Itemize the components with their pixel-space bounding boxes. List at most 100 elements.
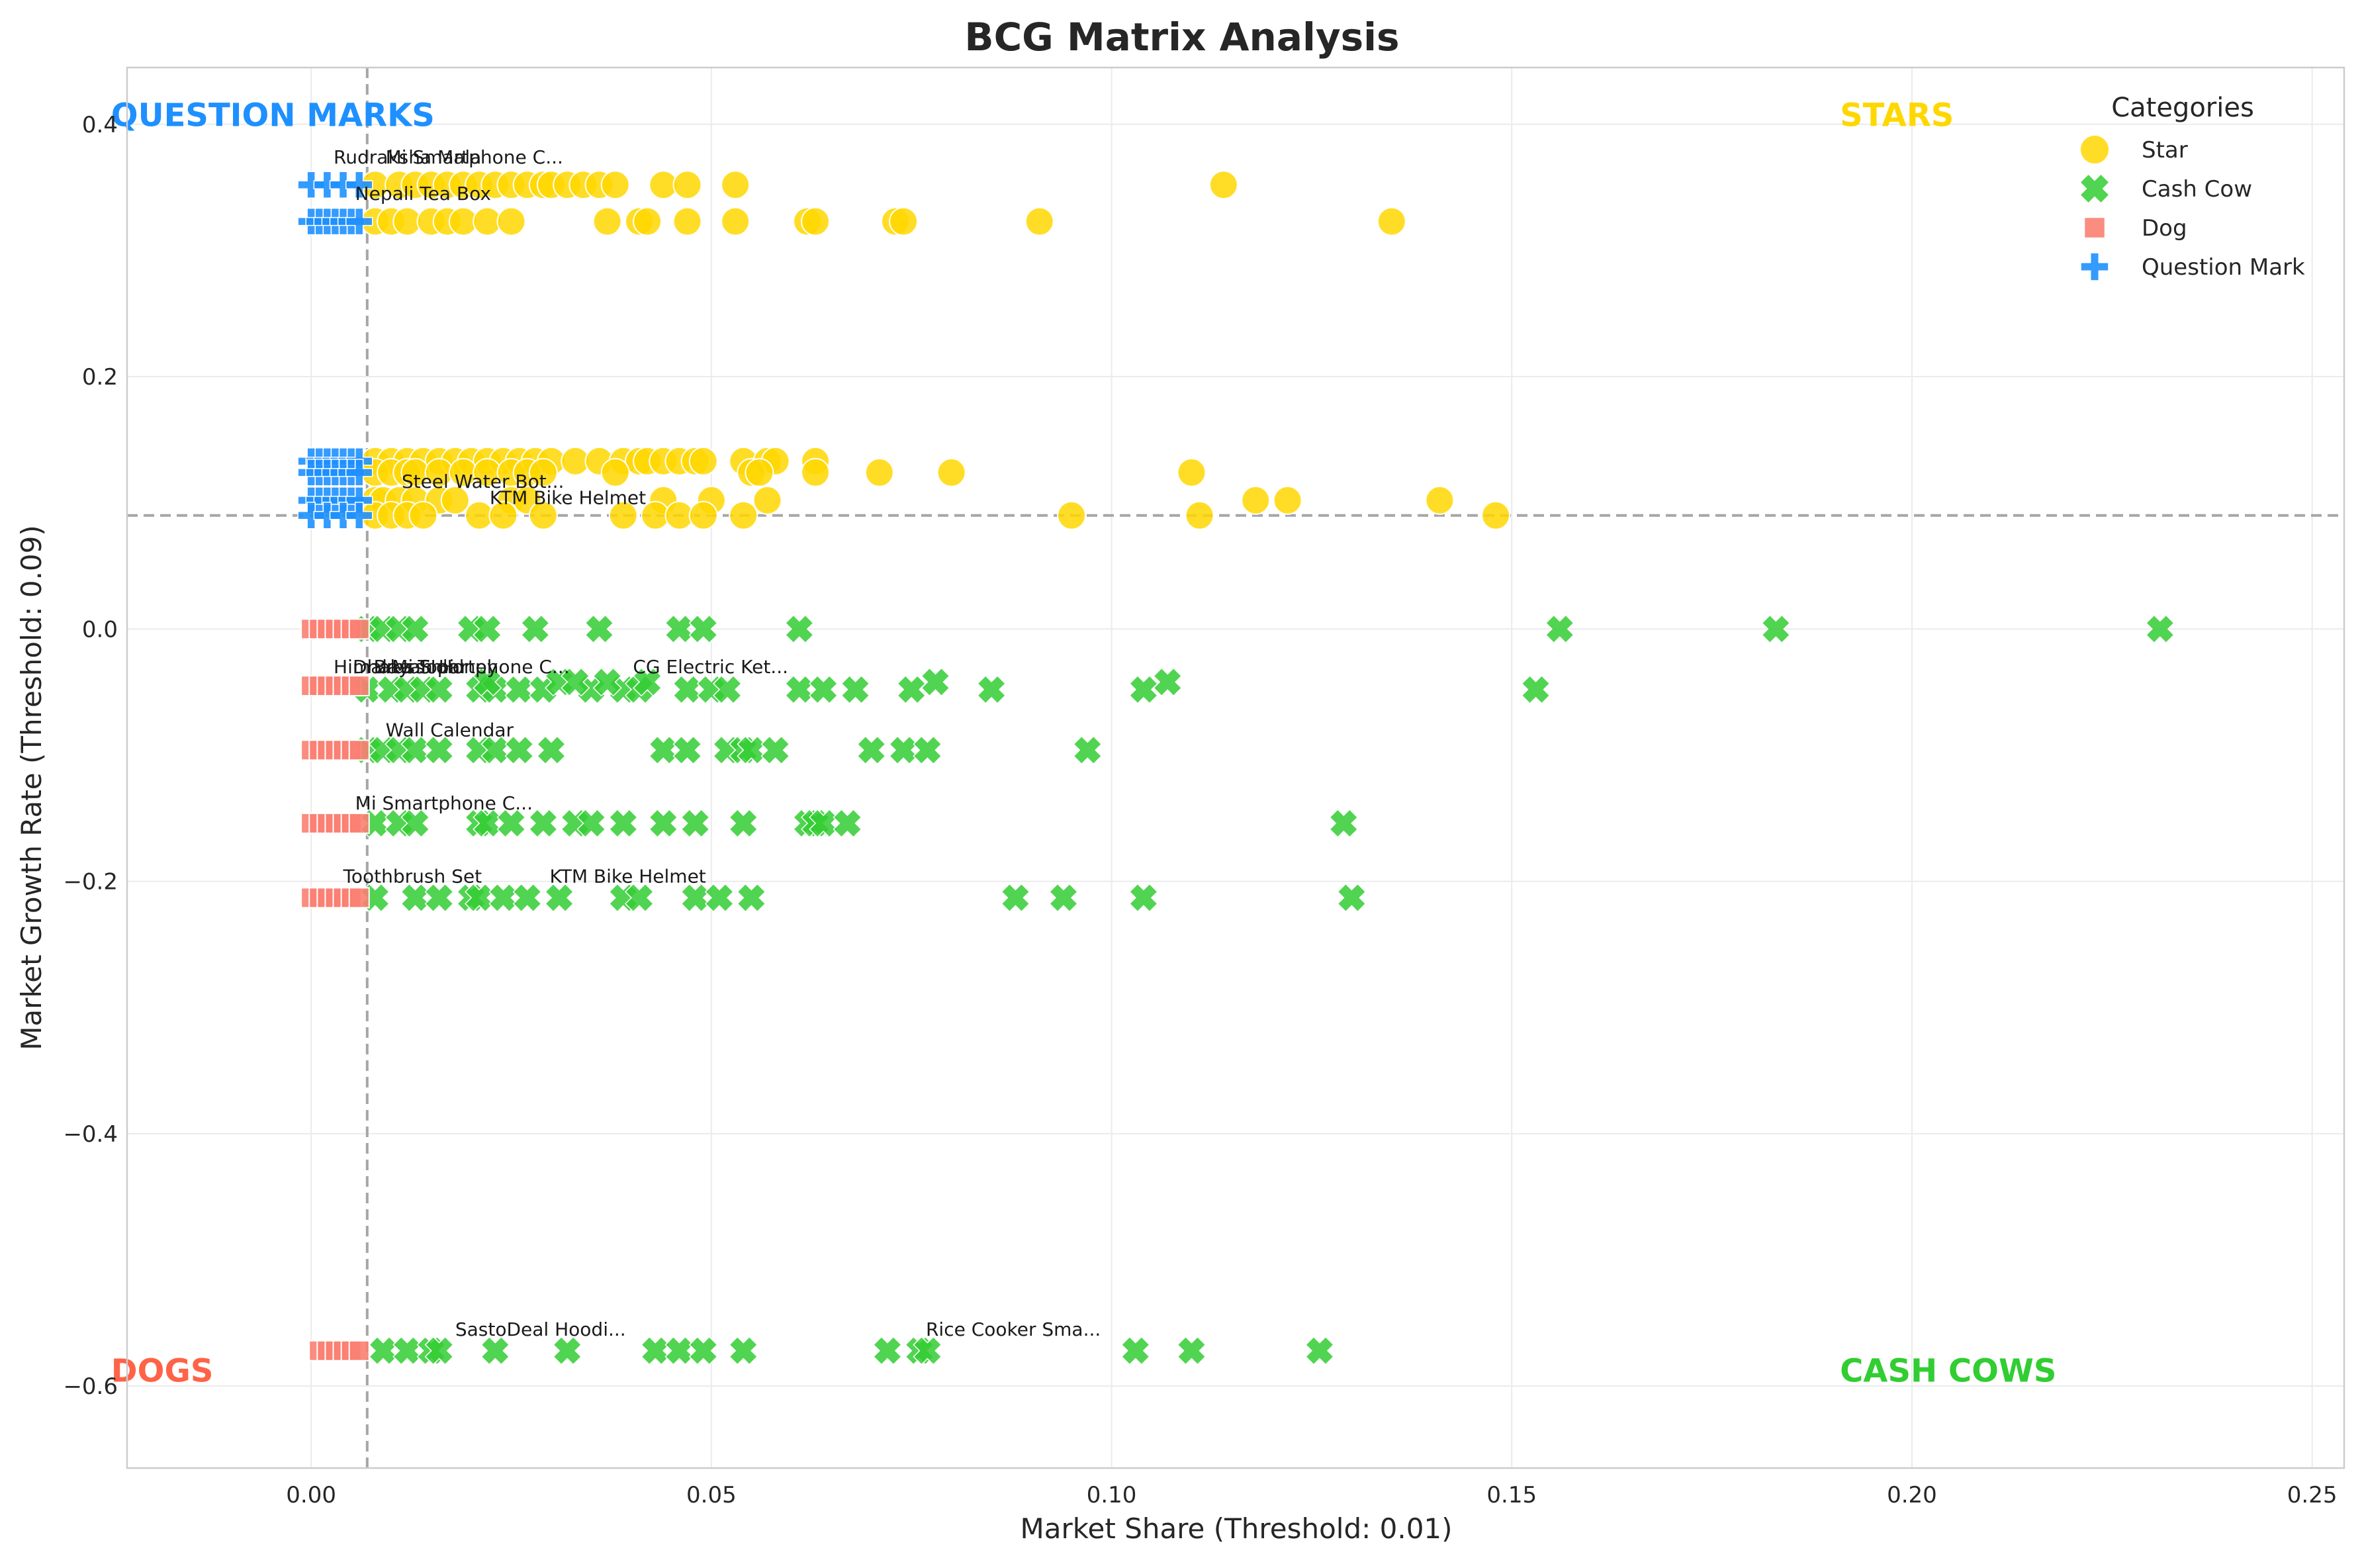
cash-cow-point: [504, 674, 534, 704]
star-point: [1377, 207, 1406, 236]
y-tick-label: 0.2: [82, 364, 118, 391]
star-point: [688, 446, 718, 476]
cash-cow-point: [833, 808, 862, 838]
data-points: [297, 170, 2175, 1365]
question-mark-point: [345, 501, 373, 530]
x-tick-label: 0.00: [286, 1482, 336, 1508]
legend-entry-label: Cash Cow: [2142, 176, 2252, 203]
x-tick-label: 0.10: [1087, 1482, 1137, 1508]
cash-cow-point: [488, 883, 518, 913]
cash-cow-point: [649, 808, 678, 838]
cash-cow-point: [1304, 1336, 1335, 1365]
cash-cow-point: [1329, 808, 1359, 838]
cash-cow-point: [553, 1336, 582, 1365]
cash-cow-point: [512, 883, 542, 913]
cash-cow-point: [1761, 614, 1791, 644]
cash-cow-point: [913, 1336, 942, 1365]
cash-cow-point: [704, 883, 735, 913]
legend-entry-label: Star: [2142, 137, 2188, 163]
y-tick-label: 0.4: [82, 112, 118, 138]
cash-cow-point: [672, 735, 702, 765]
point-annotation: Wall Calendar: [386, 719, 514, 741]
cash-cow-point: [561, 667, 590, 697]
cash-cow-point: [473, 614, 502, 644]
legend: Categories Star Cash Cow Dog Question Mark: [2079, 93, 2305, 281]
cash-cow-point: [1128, 674, 1158, 704]
dog-point: [348, 675, 370, 697]
cash-cow-point: [1153, 667, 1183, 697]
dog-point: [2083, 216, 2106, 239]
cash-cow-point: [688, 614, 718, 644]
point-annotation: Mi Smartphone C...: [386, 146, 563, 168]
point-annotation: KTM Bike Helmet: [550, 865, 706, 887]
point-annotation: SastoDeal Hoodi...: [455, 1318, 626, 1340]
point-annotation: Nepali Tea Box: [355, 183, 491, 205]
star-point: [1208, 170, 1238, 200]
cash-cow-point: [1521, 674, 1551, 704]
cash-cow-point: [872, 1336, 902, 1365]
point-annotation: Brass Idol: [373, 656, 464, 678]
star-point: [496, 207, 526, 236]
star-point: [864, 457, 894, 487]
cash-cow-point: [1177, 1336, 1206, 1365]
gridlines: [127, 68, 2344, 1468]
cash-cow-point: [624, 883, 655, 913]
y-tick-label: −0.2: [63, 869, 118, 896]
x-tick-label: 0.15: [1486, 1482, 1537, 1508]
point-annotation: Dhaka Topi: [353, 656, 454, 678]
plot-frame: [126, 66, 2345, 1469]
cash-cow-point: [641, 1336, 670, 1365]
cash-cow-point: [400, 883, 430, 913]
star-point: [1185, 500, 1214, 530]
y-tick-label: −0.4: [63, 1121, 118, 1148]
point-annotation: Rice Cooker Sma...: [926, 1318, 1101, 1340]
cash-cow-point: [520, 614, 550, 644]
cash-cow-point: [633, 667, 662, 697]
point-annotation: Rudraksha Mala: [334, 146, 481, 168]
x-axis-title: Market Share (Threshold: 0.01): [1020, 1512, 1452, 1545]
star-point: [936, 457, 966, 487]
star-point: [633, 207, 662, 236]
point-annotation: Himalayan Honey: [334, 656, 498, 678]
point-annotation: Mi Smartphone C...: [392, 656, 569, 678]
cash-cow-point: [729, 1336, 758, 1365]
star-point: [752, 485, 782, 515]
star-point: [801, 207, 831, 236]
star-point: [528, 500, 558, 530]
cash-cow-point: [649, 735, 678, 765]
star-point: [528, 457, 558, 487]
question-mark-point: [345, 459, 373, 486]
cash-cow-point: [664, 1336, 694, 1365]
cash-cow-point: [809, 674, 839, 704]
cash-cow-point: [760, 735, 790, 765]
point-annotation: Steel Water Bot...: [402, 471, 565, 492]
dog-point: [348, 812, 370, 834]
question-mark-point: [345, 171, 373, 199]
y-tick-label: 0.0: [82, 616, 118, 643]
dog-point: [348, 887, 370, 909]
cash-cow-point: [584, 614, 614, 644]
cash-cow-point: [400, 808, 430, 838]
cash-cow-point: [424, 1336, 454, 1365]
legend-entry-label: Question Mark: [2142, 254, 2305, 281]
cash-cow-point: [712, 674, 743, 704]
legend-entry-label: Dog: [2142, 215, 2187, 242]
cash-cow-point: [473, 667, 502, 697]
chart-title: BCG Matrix Analysis: [964, 15, 1399, 60]
quadrant-label: CASH COWS: [1840, 1352, 2056, 1389]
threshold-lines: [127, 68, 2344, 1468]
star-point: [672, 170, 702, 200]
star-point: [1177, 457, 1206, 487]
cash-cow-point: [424, 883, 454, 913]
star-point: [440, 485, 470, 515]
star-point: [1057, 500, 1087, 530]
x-tick-label: 0.25: [2287, 1482, 2338, 1508]
axis-ticks: 0.00 0.05 0.10 0.15 0.20 0.25 −0.6 −0.4 −0.2 0.0 0…: [63, 112, 2337, 1508]
star-point: [1024, 207, 1054, 236]
point-annotation: Mi Smartphone C...: [355, 792, 533, 814]
cash-cow-point: [1073, 735, 1103, 765]
star-point: [592, 207, 622, 236]
star-point: [745, 457, 774, 487]
